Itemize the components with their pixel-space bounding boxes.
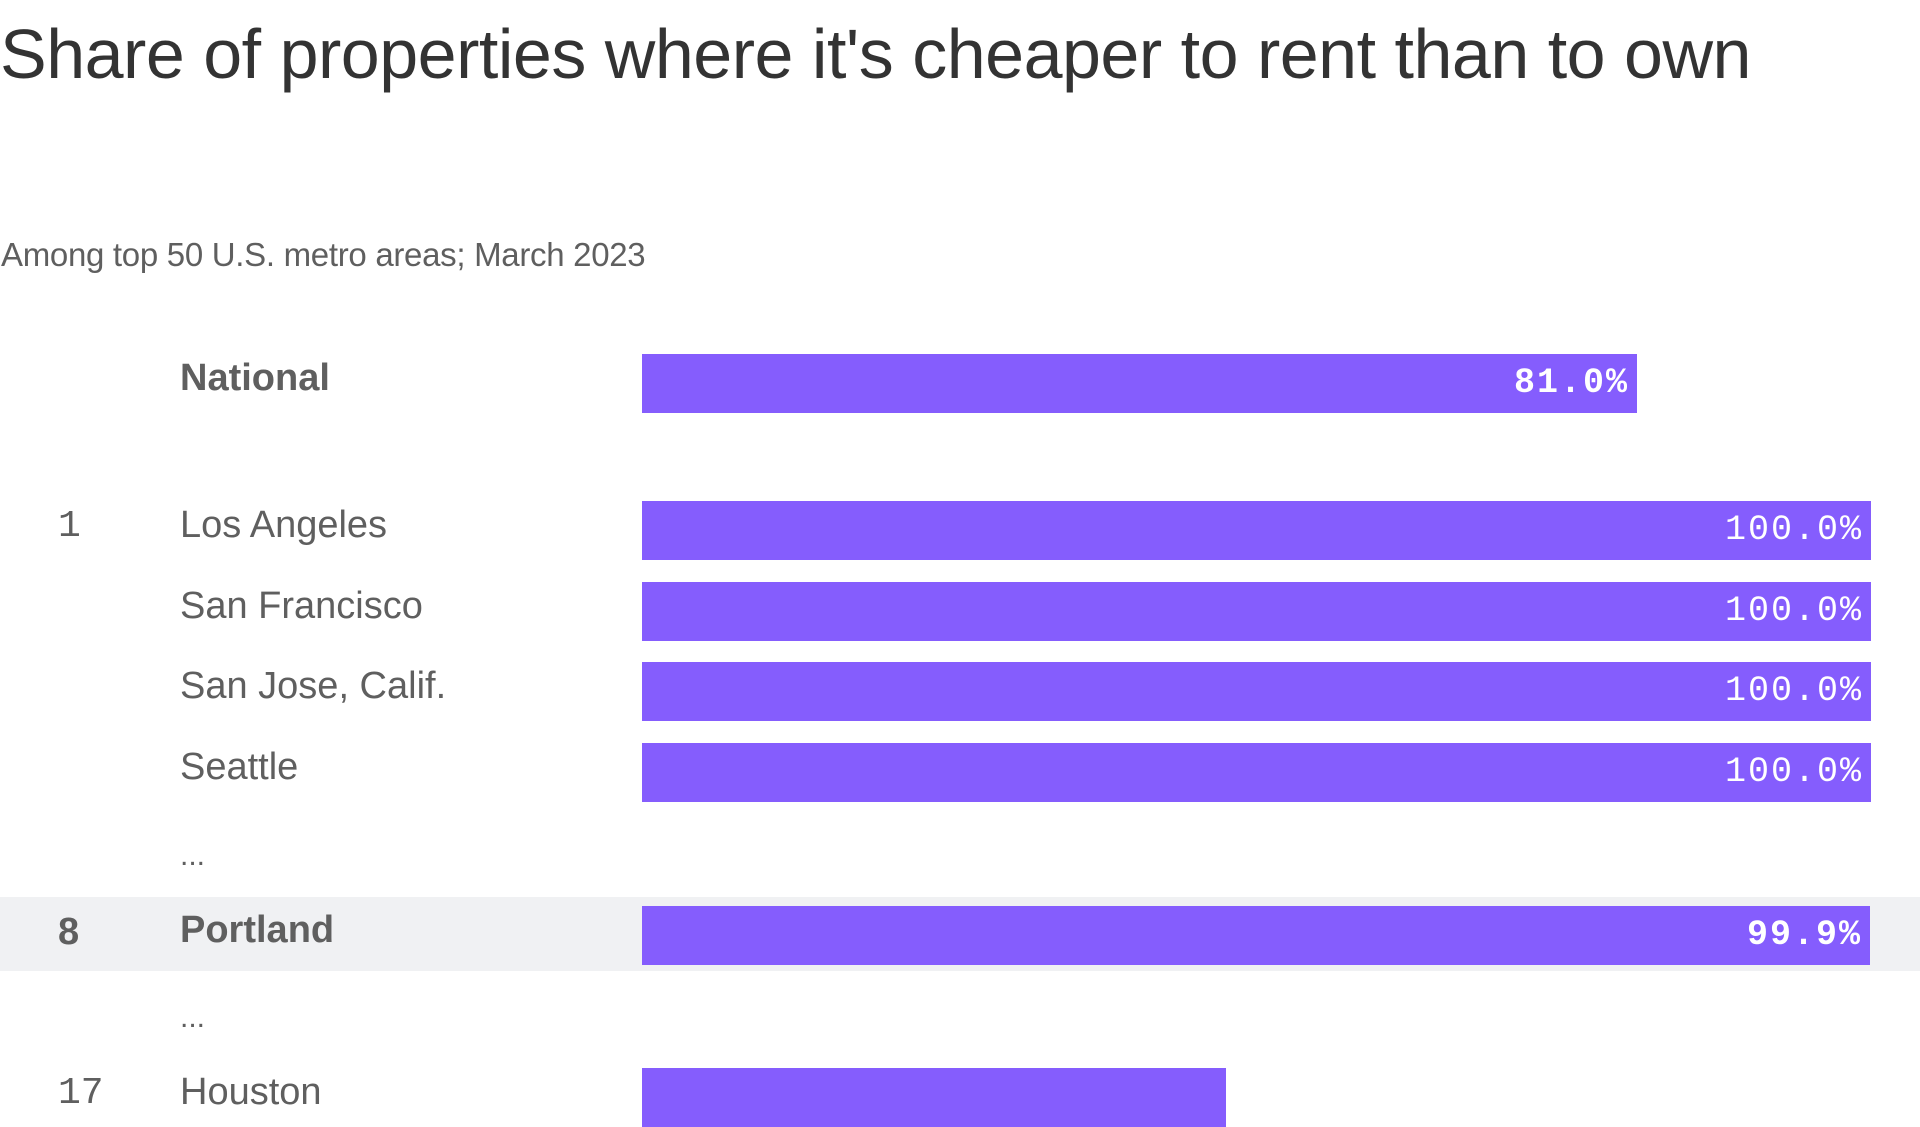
rank-label: 1 [58,505,81,548]
bar[interactable] [642,1068,1226,1127]
chart-title: Share of properties where it's cheaper t… [0,15,1751,93]
bar-chart: National 81.0% 1 Los Angeles 100.0% San Franc… [0,354,1920,1127]
category-label: San Jose, Calif. [180,665,447,707]
category-label: National [180,357,330,399]
ellipsis-separator: ... [180,839,206,872]
bar-value-label: 81.0% [1513,363,1629,403]
bar[interactable]: 100.0% [642,582,1871,641]
chart-subtitle: Among top 50 U.S. metro areas; March 202… [1,236,646,273]
category-label: Los Angeles [180,504,388,546]
bar[interactable]: 99.9% [642,906,1870,965]
bar[interactable]: 100.0% [642,501,1871,560]
bar[interactable]: 81.0% [642,354,1637,413]
category-label: Seattle [180,746,299,788]
bar-value-label: 100.0% [1724,510,1863,550]
bar-value-label: 99.9% [1746,915,1862,955]
category-label: San Francisco [180,585,423,627]
bar-value-label: 100.0% [1724,591,1863,631]
bar-value-label: 100.0% [1724,752,1863,792]
bar-value-label: 100.0% [1724,671,1863,711]
ellipsis-separator: ... [180,1001,206,1034]
category-label: Houston [180,1071,322,1113]
category-label: Portland [180,909,335,951]
rank-label: 8 [58,911,80,953]
rank-label: 17 [58,1072,104,1115]
bar[interactable]: 100.0% [642,743,1871,802]
bar[interactable]: 100.0% [642,662,1871,721]
